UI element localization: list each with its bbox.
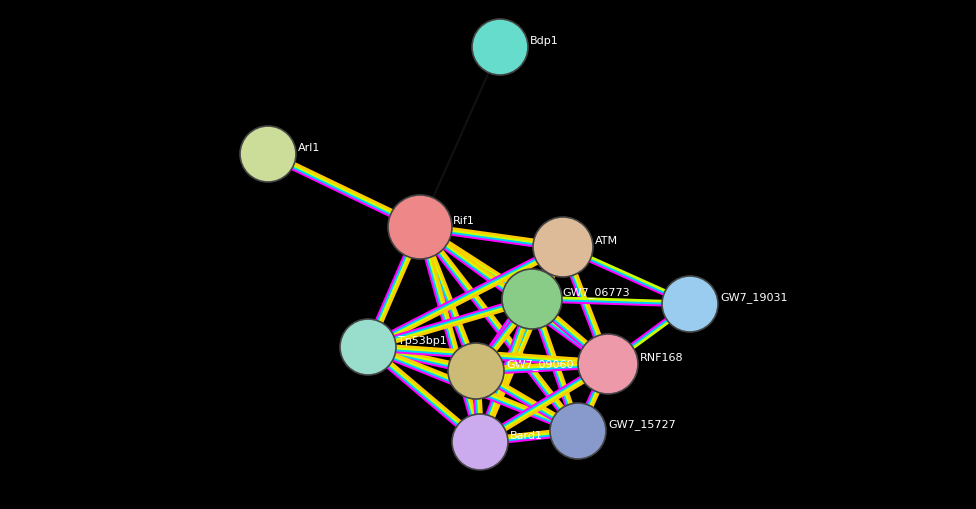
Text: Tp53bp1: Tp53bp1 (398, 335, 447, 345)
Circle shape (448, 344, 504, 399)
Circle shape (533, 217, 593, 277)
Text: Arl1: Arl1 (298, 143, 320, 153)
Text: GW7_15727: GW7_15727 (608, 418, 675, 429)
Circle shape (662, 276, 718, 332)
Text: GW7_19031: GW7_19031 (720, 292, 788, 302)
Text: Bdp1: Bdp1 (530, 36, 558, 46)
Text: GW7_09060: GW7_09060 (506, 358, 574, 369)
Circle shape (388, 195, 452, 260)
Circle shape (472, 20, 528, 76)
Text: RNF168: RNF168 (640, 352, 683, 362)
Circle shape (502, 269, 562, 329)
Circle shape (578, 334, 638, 394)
Text: GW7_06773: GW7_06773 (562, 287, 630, 297)
Circle shape (240, 127, 296, 183)
Text: Bard1: Bard1 (510, 430, 543, 440)
Text: ATM: ATM (595, 236, 618, 245)
Circle shape (452, 414, 508, 470)
Text: Rif1: Rif1 (453, 216, 475, 225)
Circle shape (550, 403, 606, 459)
Circle shape (340, 319, 396, 375)
